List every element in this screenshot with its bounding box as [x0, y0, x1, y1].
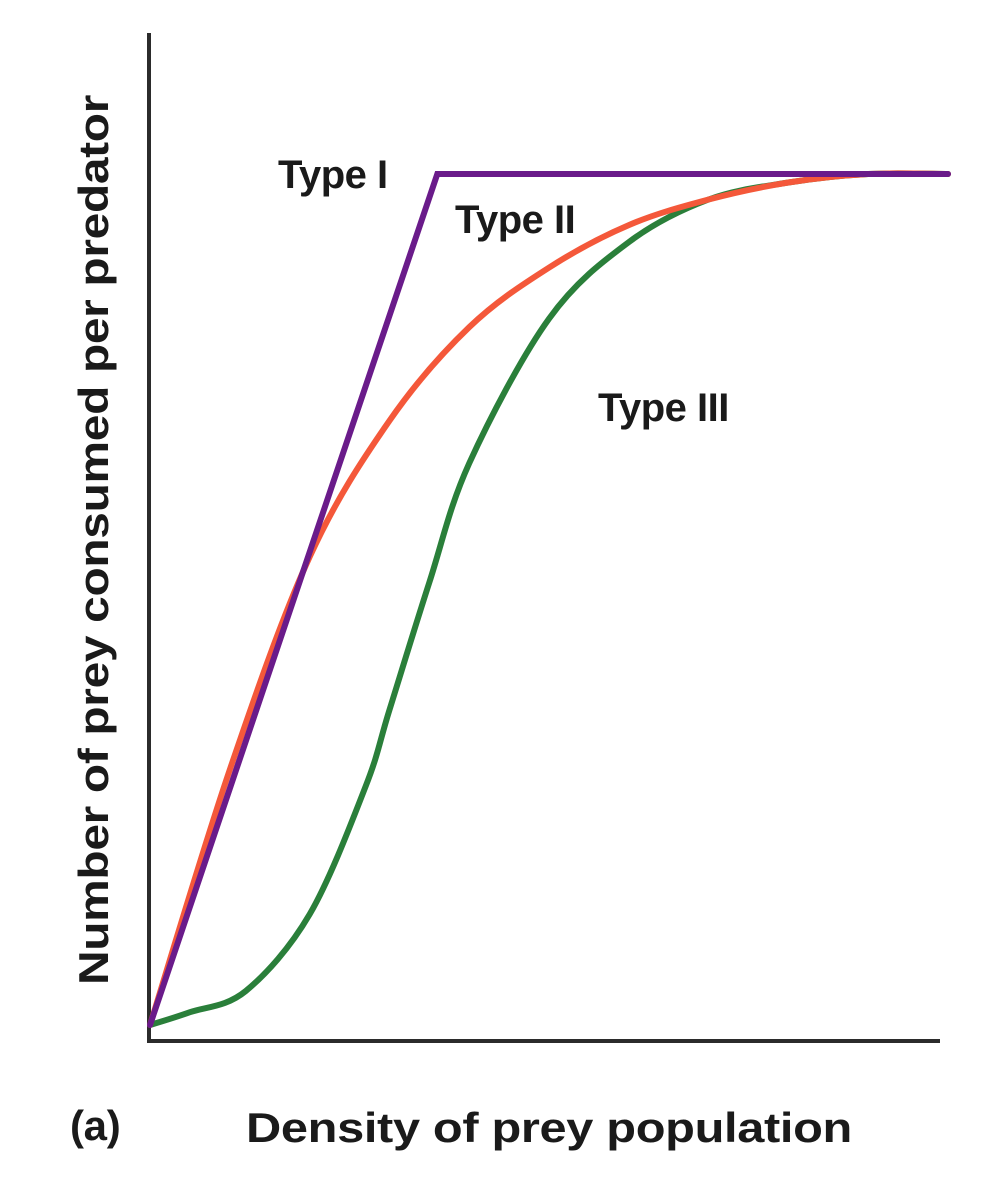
y-axis-title: Number of prey consumed per predator [70, 95, 117, 985]
curve-type-iii [147, 170, 951, 1028]
curve-type-i [147, 171, 951, 1028]
label-type-i: Type I [278, 153, 388, 197]
x-axis-title: Density of prey population [246, 1104, 852, 1151]
panel-label: (a) [70, 1102, 120, 1149]
label-type-iii: Type III [598, 386, 729, 430]
curve-type-ii [147, 170, 951, 1028]
label-type-ii: Type II [455, 198, 575, 242]
